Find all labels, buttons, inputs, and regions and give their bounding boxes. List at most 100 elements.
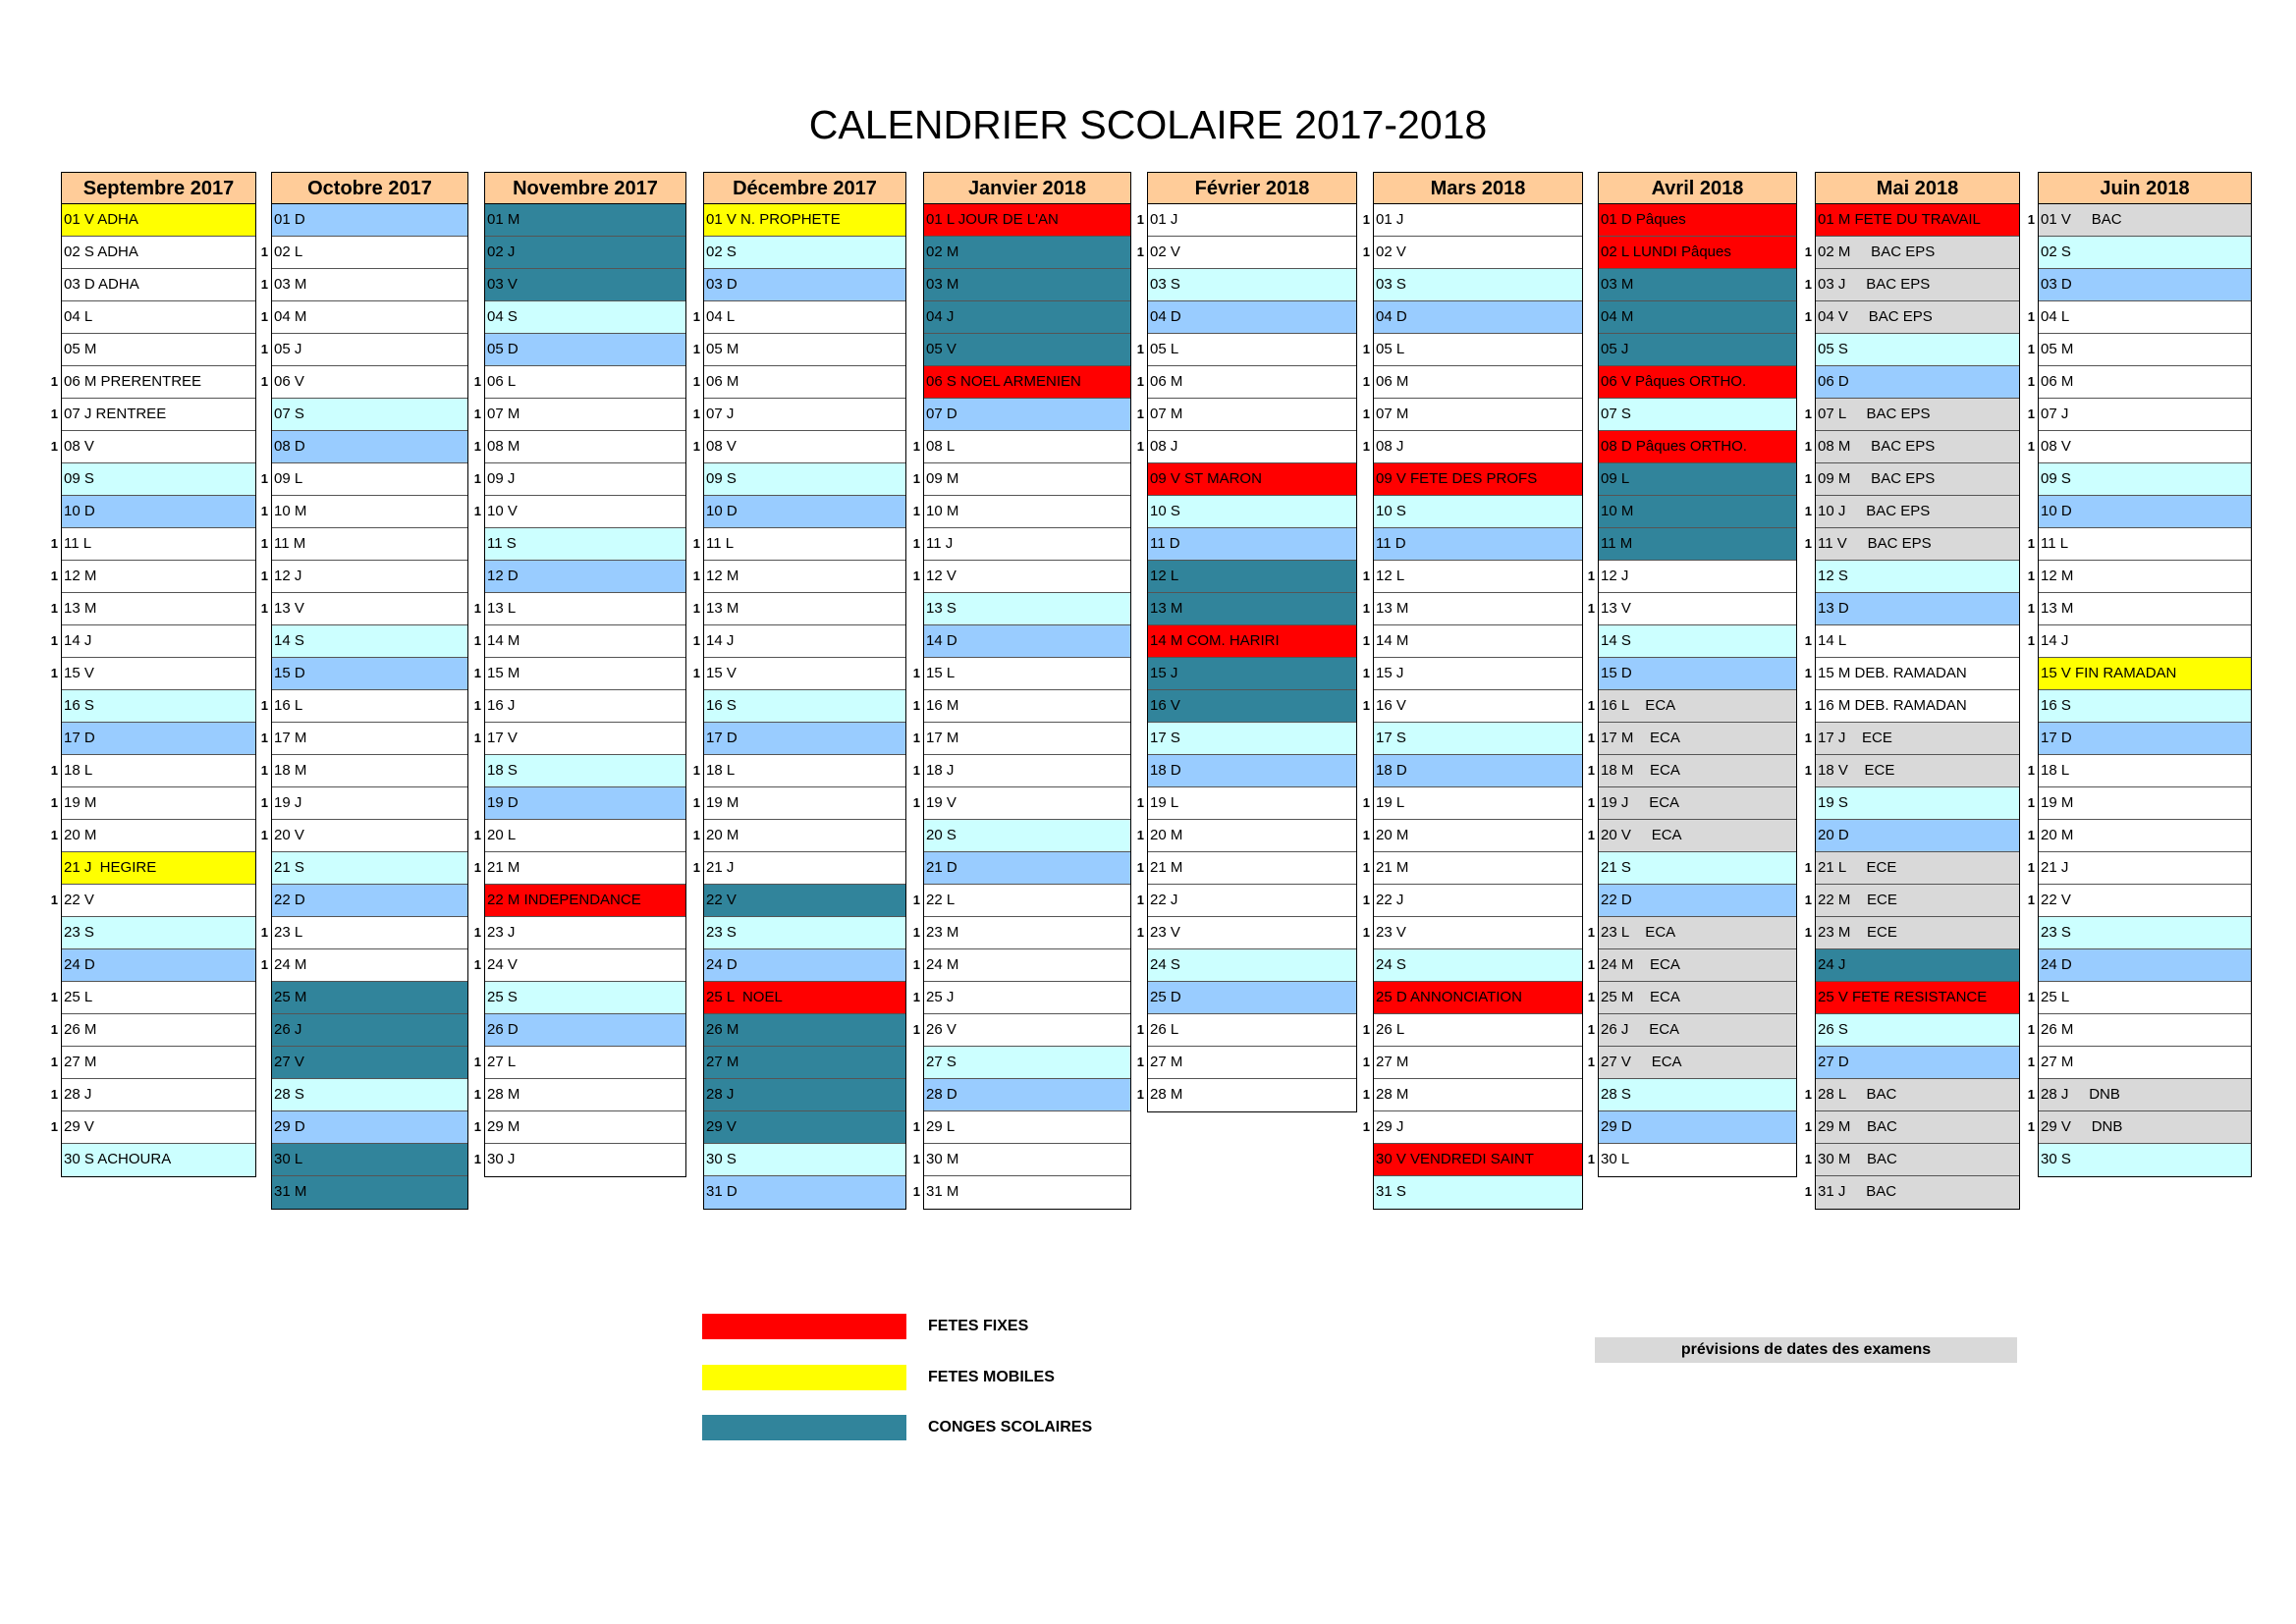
month-header: Juin 2018: [2038, 172, 2252, 204]
day-cell: 03 M: [1599, 269, 1796, 301]
day-label: 12 S: [1818, 568, 1848, 584]
day-cell: 1 23 M: [913, 917, 1130, 949]
day-cell: 1 01 V BAC: [2028, 204, 2251, 237]
day-cell: 04 D: [1374, 301, 1582, 334]
day-label: 22 L: [926, 892, 956, 908]
day-label: 27 D: [1818, 1054, 1849, 1070]
school-day-marker: 1: [912, 1184, 920, 1199]
day-cell: 09 V ST MARON: [1148, 463, 1356, 496]
day-cell: 1 19 M: [51, 787, 255, 820]
day-label: 23 S: [706, 924, 737, 941]
school-day-marker: 1: [1362, 633, 1370, 648]
day-cell: 1 25 M ECA: [1588, 982, 1796, 1014]
school-day-marker: 1: [1136, 828, 1144, 842]
day-cell: 11 S: [485, 528, 685, 561]
school-day-marker: 1: [1804, 633, 1812, 648]
day-cell: 01 D: [272, 204, 467, 237]
day-label: 03 M: [926, 276, 959, 293]
day-label: 20 D: [1818, 827, 1849, 843]
exam-forecast-note: prévisions de dates des examens: [1595, 1337, 2017, 1363]
day-label: 20 V ECA: [1601, 827, 1682, 843]
day-label: 09 V FETE DES PROFS: [1376, 470, 1538, 487]
day-label: 02 L LUNDI Pâques: [1601, 244, 1731, 260]
school-day-marker: 1: [2027, 212, 2035, 227]
day-label: 08 D Pâques ORTHO.: [1601, 438, 1747, 455]
day-label: 02 S: [706, 244, 737, 260]
day-cell: 1 14 J: [693, 625, 905, 658]
day-cell: 1 26 V: [913, 1014, 1130, 1047]
day-label: 03 M: [274, 276, 307, 293]
day-label: 25 D: [1150, 989, 1181, 1005]
day-label: 08 J: [1150, 438, 1178, 455]
day-cell: 1 11 V BAC EPS: [1805, 528, 2019, 561]
school-day-marker: 1: [260, 828, 268, 842]
day-label: 12 L: [1150, 568, 1179, 584]
day-label: 16 M: [926, 697, 959, 714]
day-cell: 27 V: [272, 1047, 467, 1079]
day-label: 24 D: [64, 956, 95, 973]
day-label: 17 M: [926, 730, 959, 746]
day-label: 04 L: [706, 308, 736, 325]
day-label: 07 M: [487, 406, 520, 422]
day-label: 10 S: [1376, 503, 1406, 519]
day-label: 22 J: [1150, 892, 1178, 908]
day-label: 23 S: [2041, 924, 2071, 941]
day-cell: 1 21 L ECE: [1805, 852, 2019, 885]
day-cell: 1 08 L: [913, 431, 1130, 463]
day-label: 14 S: [1601, 632, 1631, 649]
day-cell: 1 06 M: [2028, 366, 2251, 399]
day-label: 28 S: [274, 1086, 304, 1103]
day-label: 07 S: [274, 406, 304, 422]
school-day-marker: 1: [50, 633, 58, 648]
day-label: 10 V: [487, 503, 518, 519]
school-day-marker: 1: [1136, 406, 1144, 421]
day-label: 30 L: [1601, 1151, 1630, 1167]
day-label: 05 L: [1150, 341, 1179, 357]
day-cell: 23 S: [62, 917, 255, 949]
school-day-marker: 1: [473, 860, 481, 875]
day-cell: 01 L JOUR DE L'AN: [924, 204, 1130, 237]
school-day-marker: 1: [912, 698, 920, 713]
day-label: 20 M: [2041, 827, 2074, 843]
day-label: 01 D: [274, 211, 305, 228]
day-cell: 15 V FIN RAMADAN: [2039, 658, 2251, 690]
day-label: 11 J: [926, 535, 954, 552]
day-cell: 11 D: [1148, 528, 1356, 561]
day-label: 29 D: [1601, 1118, 1632, 1135]
day-label: 18 L: [2041, 762, 2070, 779]
day-label: 17 J ECE: [1818, 730, 1892, 746]
day-label: 05 M: [64, 341, 97, 357]
day-label: 02 J: [487, 244, 516, 260]
day-cell: 14 M COM. HARIRI: [1148, 625, 1356, 658]
day-cell: 1 01 J: [1137, 204, 1356, 237]
day-label: 23 M ECE: [1818, 924, 1897, 941]
school-day-marker: 1: [912, 1022, 920, 1037]
school-day-marker: 1: [473, 698, 481, 713]
day-label: 25 V FETE RESISTANCE: [1818, 989, 1988, 1005]
day-label: 21 S: [1601, 859, 1631, 876]
day-cell: 1 12 M: [2028, 561, 2251, 593]
day-cell: 1 24 V: [474, 949, 685, 982]
school-day-marker: 1: [2027, 828, 2035, 842]
legend-label-school-breaks: CONGES SCOLAIRES: [928, 1419, 1093, 1435]
day-cell: 14 S: [272, 625, 467, 658]
day-label: 26 L: [1376, 1021, 1405, 1038]
day-cell: 1 13 L: [474, 593, 685, 625]
day-cell: 1 16 J: [474, 690, 685, 723]
day-label: 23 S: [64, 924, 94, 941]
day-cell: 26 M: [704, 1014, 905, 1047]
school-day-marker: 1: [1362, 406, 1370, 421]
day-cell: 1 25 L: [2028, 982, 2251, 1014]
day-label: 24 D: [706, 956, 738, 973]
day-label: 23 J: [487, 924, 516, 941]
school-day-marker: 1: [1362, 1055, 1370, 1069]
day-cell: 1 08 J: [1137, 431, 1356, 463]
day-label: 11 D: [1376, 535, 1406, 552]
day-label: 05 M: [706, 341, 739, 357]
day-cell: 1 06 V: [261, 366, 467, 399]
day-label: 08 V: [706, 438, 737, 455]
day-cell: 21 J HEGIRE: [62, 852, 255, 885]
day-label: 30 L: [274, 1151, 303, 1167]
